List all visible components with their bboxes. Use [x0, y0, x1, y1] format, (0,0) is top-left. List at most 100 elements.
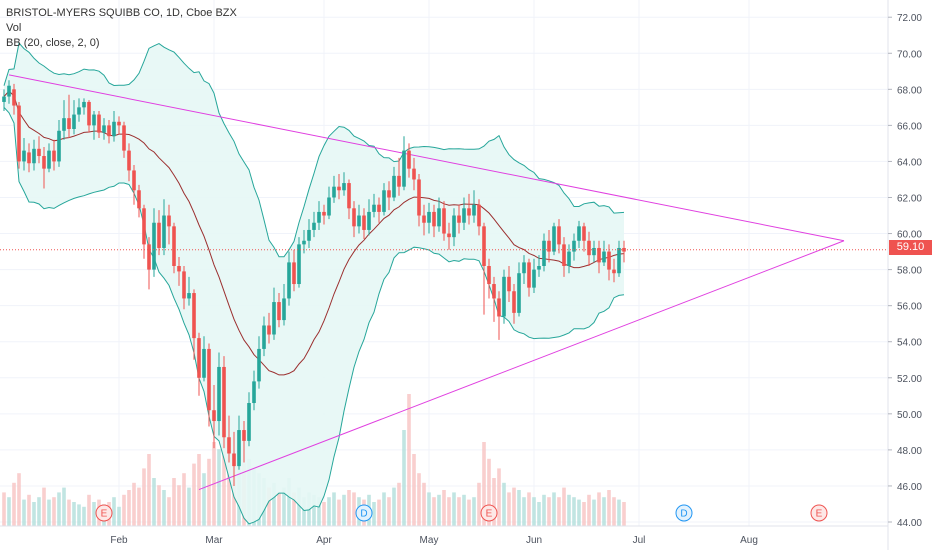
volume-bar — [592, 499, 596, 526]
candle-body — [347, 183, 351, 209]
candle-body — [417, 179, 421, 216]
candle-body — [117, 121, 121, 126]
volume-bar — [82, 506, 86, 526]
volume-bar — [487, 458, 491, 526]
volume-bar — [142, 468, 146, 526]
volume-bar — [47, 499, 51, 526]
volume-bar — [42, 487, 46, 526]
volume-bar — [157, 485, 161, 526]
candle-body — [122, 125, 126, 151]
upper-band — [3, 42, 625, 258]
volume-bar — [2, 492, 6, 526]
candle-body — [392, 175, 396, 198]
price-tick-label: 54.00 — [897, 338, 922, 349]
candle-body — [112, 121, 116, 137]
volume-bar — [177, 485, 181, 526]
candle-body — [37, 148, 41, 157]
volume-bar — [332, 492, 336, 526]
volume-bar — [512, 487, 516, 526]
volume-bar — [297, 487, 301, 526]
candle-body — [152, 222, 156, 270]
volume-bar — [172, 478, 176, 526]
volume-bar — [132, 482, 136, 526]
candle-body — [532, 269, 536, 288]
candle-body — [142, 208, 146, 245]
volume-bar — [457, 497, 461, 526]
candle-body — [107, 125, 111, 137]
candle-body — [382, 190, 386, 212]
candle-body — [357, 215, 361, 227]
volume-bar — [167, 497, 171, 526]
candle-body — [102, 125, 106, 133]
candle-body — [292, 262, 296, 285]
earnings-marker — [480, 504, 498, 522]
candle-body — [162, 215, 166, 248]
dividend-marker — [675, 504, 693, 522]
candle-body — [297, 244, 301, 285]
volume-bar — [387, 497, 391, 526]
candle-body — [617, 247, 621, 274]
volume-bar — [447, 497, 451, 526]
volume-bar — [282, 487, 286, 526]
volume-bar — [412, 454, 416, 526]
candle-body — [377, 204, 381, 212]
candle-body — [432, 211, 436, 227]
volume-bar — [77, 504, 81, 526]
volume-bar — [397, 482, 401, 526]
volume-bar — [352, 492, 356, 526]
volume-bar — [502, 482, 506, 526]
volume-bar — [327, 497, 331, 526]
price-axis[interactable]: 44.00 46.00 48.00 50.00 52.00 54.00 56.00 58.00… — [887, 0, 922, 550]
price-tick-label: 48.00 — [897, 446, 922, 457]
volume-bar — [402, 430, 406, 526]
candle-body — [412, 168, 416, 180]
candle-body — [287, 262, 291, 299]
volume-bar — [57, 492, 61, 526]
candle-body — [92, 114, 96, 126]
price-tick-label: 56.00 — [897, 302, 922, 313]
candle-body — [517, 273, 521, 313]
candle-body — [77, 107, 81, 115]
volume-bar — [492, 478, 496, 526]
volume-bar — [582, 502, 586, 526]
volume-bar — [147, 454, 151, 526]
candle-body — [82, 101, 86, 108]
bollinger-bands — [3, 42, 625, 525]
candle-body — [522, 262, 526, 274]
candle-body — [492, 284, 496, 299]
volume-bar — [422, 482, 426, 526]
volume-bar — [302, 497, 306, 526]
candle-body — [367, 211, 371, 230]
volume-bar — [312, 494, 316, 526]
volume-bar — [427, 492, 431, 526]
price-tick-label: 52.00 — [897, 374, 922, 385]
dividend-marker-label: D — [360, 509, 367, 520]
candle-body — [407, 150, 411, 169]
volume-bar — [17, 473, 21, 526]
candle-body — [217, 366, 221, 422]
volume-bar — [597, 492, 601, 526]
candle-body — [247, 403, 251, 441]
price-tick-label: 64.00 — [897, 157, 922, 168]
candle-body — [447, 233, 451, 238]
volume-bar — [442, 490, 446, 526]
volume-bar — [112, 497, 116, 526]
candle-body — [177, 266, 181, 272]
trendline — [8, 74, 845, 242]
time-axis[interactable]: Feb Mar Apr May Jun Jul Aug — [0, 525, 888, 546]
candle-body — [497, 298, 501, 317]
volume-bar — [557, 497, 561, 526]
trendlines — [8, 74, 845, 491]
earnings-marker-label: E — [101, 509, 108, 520]
candle-body — [302, 240, 306, 245]
candle-body — [482, 226, 486, 266]
volume-bar — [122, 494, 126, 526]
candle-body — [47, 150, 51, 169]
volume-bar — [67, 499, 71, 526]
candle-body — [552, 226, 556, 252]
band-fill — [4, 43, 624, 524]
candle-body — [372, 204, 376, 212]
candle-body — [222, 366, 226, 438]
